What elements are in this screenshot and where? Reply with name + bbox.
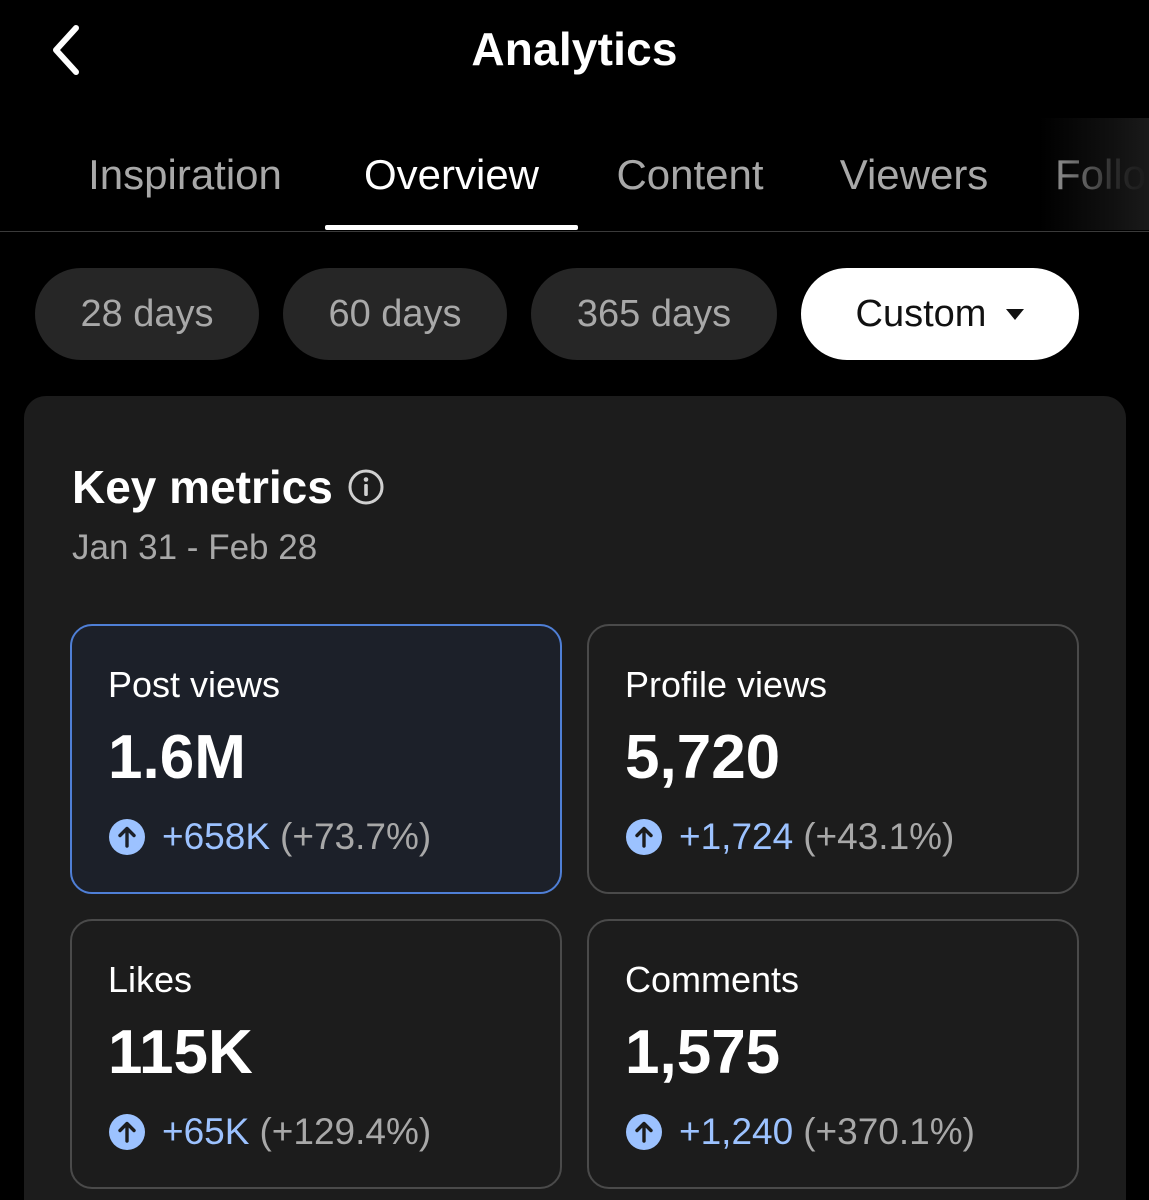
arrow-up-circle-icon: [109, 1114, 145, 1150]
delta-absolute: +658K: [162, 816, 271, 857]
range-365-days[interactable]: 365 days: [531, 268, 777, 360]
metric-label: Profile views: [625, 664, 828, 705]
delta-percent: (+129.4%): [259, 1111, 432, 1152]
range-28-days[interactable]: 28 days: [35, 268, 259, 360]
delta-percent: (+73.7%): [280, 816, 432, 857]
tab-viewers[interactable]: Viewers: [839, 150, 989, 198]
back-button[interactable]: [36, 18, 96, 82]
range-60-days[interactable]: 60 days: [283, 268, 507, 360]
delta-absolute: +1,240: [679, 1111, 794, 1152]
tab-bar: Inspiration Overview Content Viewers Fol…: [0, 118, 1149, 232]
metric-delta: +1,724 (+43.1%): [625, 816, 954, 858]
info-icon[interactable]: [347, 468, 385, 506]
chevron-left-icon: [53, 25, 79, 75]
delta-percent: (+43.1%): [803, 816, 955, 857]
tab-followers[interactable]: Follo: [1055, 150, 1147, 198]
header: Analytics: [0, 0, 1149, 100]
metric-value: 5,720: [625, 723, 781, 792]
tab-inspiration[interactable]: Inspiration: [88, 150, 282, 198]
metric-post-views[interactable]: Post views 1.6M +658K (+73.7%): [70, 624, 562, 894]
key-metrics-title: Key metrics: [72, 461, 333, 513]
page-title: Analytics: [471, 23, 678, 75]
delta-absolute: +65K: [162, 1111, 250, 1152]
range-custom-label: Custom: [855, 292, 987, 335]
metric-delta: +65K (+129.4%): [108, 1111, 431, 1153]
metric-label: Post views: [108, 664, 281, 705]
key-metrics-header: Key metrics: [72, 460, 385, 514]
date-range: Jan 31 - Feb 28: [72, 528, 318, 567]
arrow-up-circle-icon: [626, 1114, 662, 1150]
active-tab-indicator: [325, 225, 578, 230]
metric-value: 115K: [108, 1018, 253, 1087]
metric-label: Comments: [625, 959, 800, 1000]
arrow-up-circle-icon: [626, 819, 662, 855]
metric-delta: +1,240 (+370.1%): [625, 1111, 975, 1153]
metric-label: Likes: [108, 959, 193, 1000]
key-metrics-card: Key metrics Jan 31 - Feb 28 Post views 1…: [24, 396, 1126, 1200]
metric-comments[interactable]: Comments 1,575 +1,240 (+370.1%): [587, 919, 1079, 1189]
tab-content[interactable]: Content: [616, 150, 764, 198]
range-custom-dropdown[interactable]: Custom: [801, 268, 1079, 360]
metric-value: 1,575: [625, 1018, 781, 1087]
arrow-up-circle-icon: [109, 819, 145, 855]
delta-absolute: +1,724: [679, 816, 794, 857]
tab-overview[interactable]: Overview: [363, 150, 540, 198]
delta-percent: (+370.1%): [803, 1111, 975, 1152]
metric-value: 1.6M: [108, 723, 246, 792]
caret-down-icon: [1006, 308, 1025, 320]
metric-likes[interactable]: Likes 115K +65K (+129.4%): [70, 919, 562, 1189]
metric-profile-views[interactable]: Profile views 5,720 +1,724 (+43.1%): [587, 624, 1079, 894]
metric-delta: +658K (+73.7%): [108, 816, 431, 858]
